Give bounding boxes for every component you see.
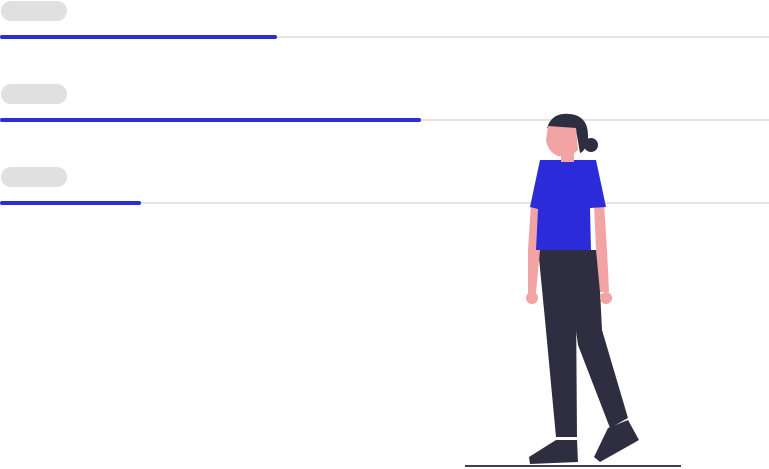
label-placeholder-pill — [1, 167, 67, 187]
woman-walking-illustration — [465, 113, 681, 467]
shirt — [530, 160, 606, 250]
label-placeholder-pill — [1, 1, 67, 21]
right-arm — [594, 203, 609, 292]
progress-fill — [0, 35, 277, 39]
left-hand — [526, 292, 538, 304]
progress-fill — [0, 118, 421, 122]
progress-row — [0, 83, 769, 123]
back-leg — [565, 250, 628, 428]
progress-track — [0, 202, 769, 204]
progress-fill — [0, 201, 141, 205]
hair-bun — [584, 138, 598, 152]
hair — [547, 113, 589, 153]
label-placeholder-pill — [1, 84, 67, 104]
progress-track — [0, 36, 769, 38]
front-leg — [538, 248, 580, 437]
progress-row — [0, 166, 769, 206]
ground-line — [465, 465, 681, 467]
right-hand — [600, 292, 612, 304]
right-shoe — [594, 420, 639, 462]
left-shoe — [529, 440, 578, 464]
progress-row — [0, 0, 769, 40]
face — [546, 126, 578, 157]
